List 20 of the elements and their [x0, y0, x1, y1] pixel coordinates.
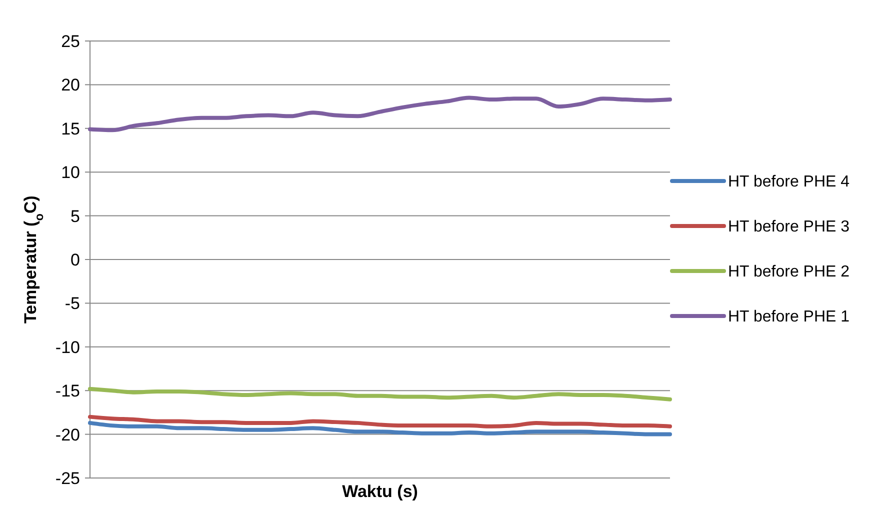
line-series — [88, 386, 672, 402]
y-tick-label: -5 — [64, 294, 80, 314]
line-series — [88, 96, 672, 132]
y-tick-label: -20 — [55, 425, 80, 444]
y-tick-label: 10 — [61, 163, 80, 182]
y-tick-label: 0 — [70, 250, 80, 270]
legend-label: HT before PHE 1 — [728, 308, 850, 326]
y-tick-label: 20 — [61, 76, 80, 95]
line-series — [88, 414, 672, 428]
legend-label: HT before PHE 4 — [728, 174, 850, 191]
y-tick-label: -25 — [55, 468, 80, 488]
legend-label: HT before PHE 3 — [728, 218, 850, 236]
y-tick-label: -10 — [55, 338, 80, 357]
y-tick-label: -15 — [55, 382, 80, 401]
x-axis-title: Waktu (s) — [342, 482, 418, 501]
y-tick-label: 25 — [61, 32, 80, 51]
y-tick-label: 15 — [61, 119, 80, 138]
line-series — [88, 420, 672, 436]
y-tick-label: 5 — [70, 206, 80, 226]
legend-label: HT before PHE 2 — [728, 264, 850, 281]
